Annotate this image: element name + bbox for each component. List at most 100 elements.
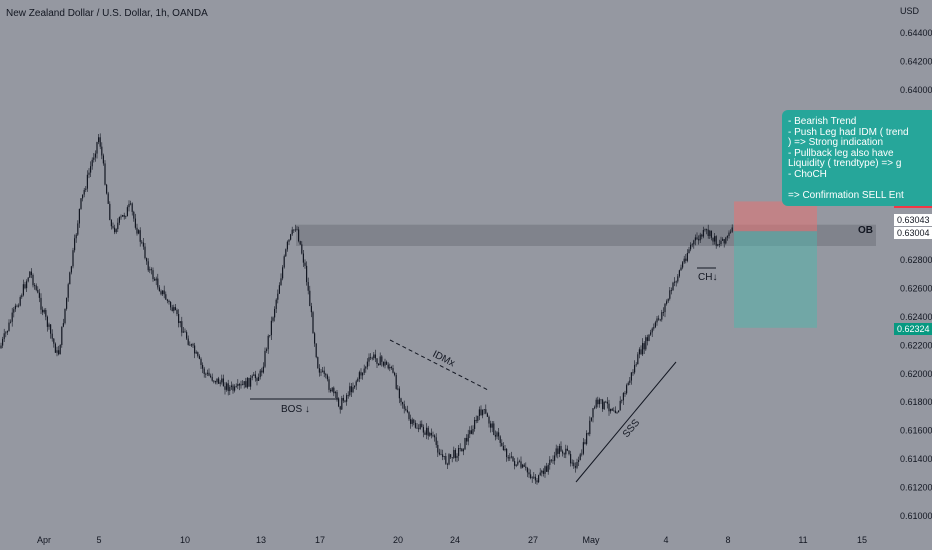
candle-body — [26, 281, 28, 289]
candle-body — [634, 365, 636, 373]
candle-body — [232, 385, 234, 391]
candle-body — [253, 374, 255, 376]
candle-body — [227, 383, 229, 392]
candle-body — [318, 368, 320, 373]
candle-body — [330, 389, 332, 392]
candle-body — [27, 277, 29, 282]
candle-body — [219, 382, 221, 384]
candle-body — [368, 357, 370, 362]
x-tick-label: Apr — [37, 535, 51, 545]
candle-body — [354, 385, 356, 388]
candle-body — [411, 419, 413, 424]
candle-body — [51, 333, 53, 339]
candle-body — [293, 229, 295, 231]
candle-body — [24, 284, 26, 289]
candle-body — [224, 386, 226, 390]
candle-body — [157, 278, 159, 288]
candle-body — [712, 237, 714, 242]
candle-body — [218, 378, 220, 384]
price-axis[interactable]: 0.644000.642000.640000.638000.636000.634… — [900, 28, 932, 521]
candle-body — [93, 157, 95, 160]
candle-body — [187, 338, 189, 345]
candle-body — [376, 358, 378, 364]
choch-label: CH↓ — [698, 272, 717, 283]
y-tick-label: 0.61400 — [900, 454, 932, 464]
candle-body — [659, 319, 661, 321]
candle-body — [469, 430, 471, 435]
candle-body — [154, 279, 156, 281]
candle-body — [222, 378, 224, 387]
candle-body — [613, 410, 615, 412]
sss-line — [575, 361, 677, 483]
candle-body — [386, 361, 388, 365]
candle-body — [630, 372, 632, 381]
candle-body — [563, 453, 565, 455]
candle-body — [626, 385, 628, 394]
candle-body — [397, 388, 399, 390]
candle-body — [661, 312, 663, 320]
candle-body — [382, 361, 384, 366]
candle-body — [598, 399, 600, 405]
candle-body — [43, 310, 45, 313]
candle-body — [408, 412, 410, 420]
candle-body — [189, 344, 191, 346]
candle-body — [413, 419, 415, 423]
candle-body — [579, 454, 581, 461]
candle-body — [509, 457, 511, 459]
candle-body — [66, 297, 68, 309]
candle-body — [589, 420, 591, 435]
candle-body — [590, 417, 592, 421]
candle-body — [58, 350, 60, 355]
candle-body — [653, 327, 655, 329]
candle-body — [414, 422, 416, 428]
candle-body — [306, 265, 308, 283]
candle-body — [264, 350, 266, 367]
candle-body — [29, 271, 31, 278]
candle-body — [707, 229, 709, 236]
candle-body — [274, 308, 276, 318]
candle-body — [200, 358, 202, 365]
candle-body — [462, 449, 464, 452]
candle-body — [74, 238, 76, 251]
candle-body — [427, 427, 429, 436]
candle-body — [424, 432, 426, 435]
y-tick-label: 0.64400 — [900, 28, 932, 38]
candle-body — [299, 241, 301, 245]
candle-body — [461, 448, 463, 452]
candle-body — [717, 244, 719, 246]
candle-body — [522, 464, 524, 468]
candle-body — [290, 234, 292, 240]
candle-body — [704, 229, 706, 231]
candle-body — [435, 437, 437, 445]
candle-body — [586, 433, 588, 444]
candle-body — [30, 271, 32, 275]
candle-body — [499, 436, 501, 443]
candle-body — [146, 258, 148, 262]
candle-body — [141, 241, 143, 243]
candle-body — [221, 378, 223, 383]
candle-body — [358, 372, 360, 379]
candle-body — [280, 278, 282, 286]
time-axis[interactable]: Apr 5 10 13 17 20 24 27 May 4 8 11 15 — [37, 535, 867, 545]
candle-body — [374, 354, 376, 359]
candle-body — [245, 381, 247, 388]
candle-body — [302, 253, 304, 263]
candle-body — [69, 272, 71, 285]
candle-body — [403, 404, 405, 409]
candle-body — [474, 419, 476, 429]
candle-body — [498, 432, 500, 437]
candle-body — [725, 237, 727, 244]
trade-note[interactable]: - Bearish Trend - Push Leg had IDM ( tre… — [782, 110, 932, 206]
candle-body — [61, 326, 63, 346]
candle-body — [10, 321, 12, 323]
x-tick-label: 13 — [256, 535, 266, 545]
candle-body — [515, 464, 517, 466]
candle-body — [357, 378, 359, 382]
candle-body — [50, 324, 52, 334]
candle-body — [202, 364, 204, 369]
candle-body — [730, 231, 732, 233]
candle-body — [22, 284, 24, 296]
candle-body — [371, 357, 373, 359]
